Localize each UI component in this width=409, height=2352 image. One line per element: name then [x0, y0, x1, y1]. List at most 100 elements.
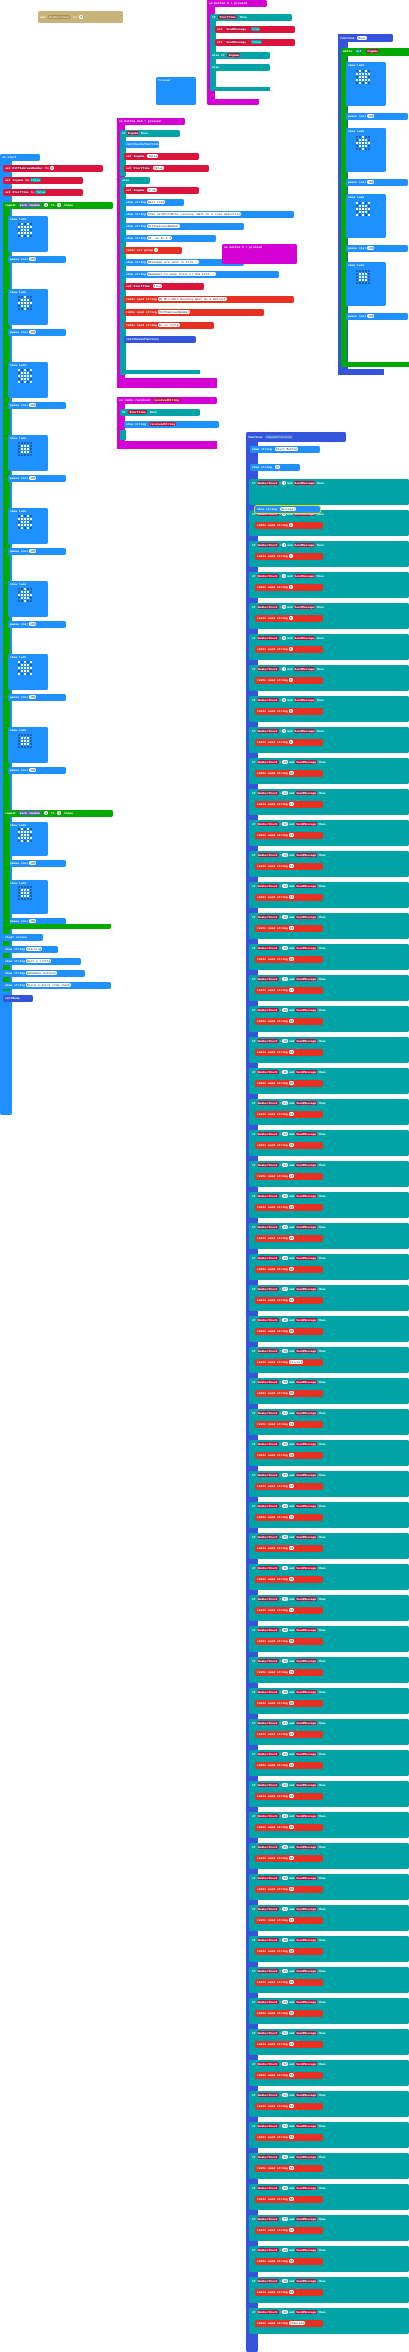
led-cell[interactable]: [21, 308, 23, 310]
led-cell[interactable]: [18, 600, 20, 602]
led-cell[interactable]: [21, 670, 23, 672]
led-cell[interactable]: [27, 448, 29, 450]
led-cell[interactable]: [27, 746, 29, 748]
led-cell[interactable]: [30, 734, 32, 736]
on-radio-received-header[interactable]: on radio received receivedString: [117, 397, 217, 404]
led-cell[interactable]: [18, 524, 20, 526]
if-condition[interactable]: if NumberCheck = 43 and SendMessage then: [250, 1782, 400, 1788]
string-value[interactable]: 45: [288, 1856, 295, 1860]
show-leds-block[interactable]: show leds: [8, 362, 48, 398]
show-leds-block[interactable]: show leds: [8, 654, 48, 690]
led-cell[interactable]: [30, 840, 32, 842]
string-value[interactable]: Go on cycle: [157, 323, 180, 327]
if-condition[interactable]: if NumberCheck = 49 and SendMessage then: [250, 1968, 400, 1974]
show-leds-block[interactable]: show leds: [8, 508, 48, 544]
string-value[interactable]: 34: [288, 1515, 295, 1519]
led-matrix[interactable]: [18, 661, 32, 675]
led-cell[interactable]: [18, 305, 20, 307]
show-leds-block[interactable]: show leds: [8, 216, 48, 252]
led-cell[interactable]: [27, 378, 29, 380]
string-value[interactable]: 54: [288, 2135, 295, 2139]
led-cell[interactable]: [30, 229, 32, 231]
led-cell[interactable]: [21, 232, 23, 234]
led-cell[interactable]: [30, 746, 32, 748]
pause-block[interactable]: pause (ms) 100: [8, 694, 66, 701]
led-cell[interactable]: [30, 515, 32, 517]
radio-send-string[interactable]: radio send string 49: [255, 1979, 323, 1986]
if-condition[interactable]: if NumberCheck = 59 and SendMessage then: [250, 2278, 400, 2284]
led-cell[interactable]: [18, 591, 20, 593]
string-value[interactable]: 24: [288, 1205, 295, 1209]
string-value[interactable]: 42: [288, 1763, 295, 1767]
compare-value[interactable]: 26: [282, 1256, 288, 1260]
if-condition[interactable]: if NumberCheck = 13 and SendMessage then: [250, 852, 400, 858]
led-cell[interactable]: [24, 308, 26, 310]
compare-value[interactable]: 45: [282, 1845, 288, 1849]
led-cell[interactable]: [356, 145, 358, 147]
show-string-block[interactable]: show string Starting: [3, 946, 58, 953]
led-cell[interactable]: [362, 76, 364, 78]
string-value[interactable]: 52: [288, 2073, 295, 2077]
pause-block[interactable]: pause (ms) 100: [8, 256, 66, 263]
led-matrix[interactable]: [356, 202, 370, 216]
show-leds-block[interactable]: show leds: [346, 262, 386, 306]
call-menu[interactable]: callChecksFunction: [124, 141, 159, 148]
led-cell[interactable]: [21, 834, 23, 836]
led-cell[interactable]: [27, 296, 29, 298]
led-cell[interactable]: [365, 276, 367, 278]
radio-send-string[interactable]: radio send string 34: [255, 1514, 323, 1521]
led-cell[interactable]: [30, 296, 32, 298]
led-cell[interactable]: [24, 372, 26, 374]
if-condition[interactable]: if NumberCheck = 16 and SendMessage then: [250, 945, 400, 951]
if-condition[interactable]: if NumberCheck = 54 and SendMessage then: [250, 2123, 400, 2129]
if-ingame[interactable]: if Ingame then: [120, 130, 180, 137]
if-starttime[interactable]: if StartTime then: [210, 14, 292, 21]
show-go[interactable]: show string Go: [250, 464, 300, 471]
set-sendmessage-true[interactable]: set SendMessage true: [215, 26, 295, 33]
call-menu-block[interactable]: callMenu: [3, 995, 33, 1002]
if-condition[interactable]: if NumberCheck = 12 and SendMessage then: [250, 821, 400, 827]
led-cell[interactable]: [27, 597, 29, 599]
led-cell[interactable]: [27, 737, 29, 739]
led-cell[interactable]: [24, 302, 26, 304]
show-string-block[interactable]: show string HitTheGreenNumber: [124, 223, 244, 230]
compare-value[interactable]: 52: [282, 2062, 288, 2066]
led-cell[interactable]: [365, 70, 367, 72]
led-cell[interactable]: [30, 302, 32, 304]
pause-value[interactable]: 100: [367, 114, 375, 118]
led-cell[interactable]: [18, 746, 20, 748]
while-not-ingame[interactable]: while not Ingame: [341, 48, 409, 56]
if-condition[interactable]: if NumberCheck = 1 and SendMessage then: [250, 480, 400, 486]
repeat-loop-2[interactable]: [3, 816, 10, 926]
string-value[interactable]: 25: [288, 1236, 295, 1240]
led-cell[interactable]: [21, 369, 23, 371]
led-matrix[interactable]: [18, 296, 32, 310]
led-cell[interactable]: [27, 837, 29, 839]
led-cell[interactable]: [18, 299, 20, 301]
led-cell[interactable]: [27, 442, 29, 444]
if-condition[interactable]: if NumberCheck = 38 and SendMessage then: [250, 1627, 400, 1633]
radio-send-string[interactable]: radio send string 36: [255, 1576, 323, 1583]
compare-value[interactable]: 15: [282, 915, 288, 919]
led-cell[interactable]: [368, 139, 370, 141]
led-cell[interactable]: [24, 889, 26, 891]
led-cell[interactable]: [24, 226, 26, 228]
led-cell[interactable]: [359, 70, 361, 72]
if-condition[interactable]: if NumberCheck = 45 and SendMessage then: [250, 1844, 400, 1850]
compare-value[interactable]: 12: [282, 822, 288, 826]
string-value[interactable]: 3: [288, 554, 293, 558]
compare-value[interactable]: 3: [282, 543, 287, 547]
string-value[interactable]: HitTheGreenNumber: [146, 224, 180, 228]
if-condition[interactable]: if NumberCheck = 15 and SendMessage then: [250, 914, 400, 920]
led-cell[interactable]: [21, 521, 23, 523]
if-condition[interactable]: if NumberCheck = 11 and SendMessage then: [250, 790, 400, 796]
led-cell[interactable]: [365, 282, 367, 284]
radio-send-string[interactable]: radio send string HitTheGreenNumber: [124, 309, 264, 316]
if-condition[interactable]: if NumberCheck = 7 and SendMessage then: [250, 666, 400, 672]
led-cell[interactable]: [365, 142, 367, 144]
led-matrix[interactable]: [18, 886, 32, 900]
led-cell[interactable]: [18, 445, 20, 447]
led-cell[interactable]: [21, 302, 23, 304]
led-cell[interactable]: [21, 299, 23, 301]
on-button-b-block[interactable]: on button B ▾ pressed: [222, 244, 297, 264]
